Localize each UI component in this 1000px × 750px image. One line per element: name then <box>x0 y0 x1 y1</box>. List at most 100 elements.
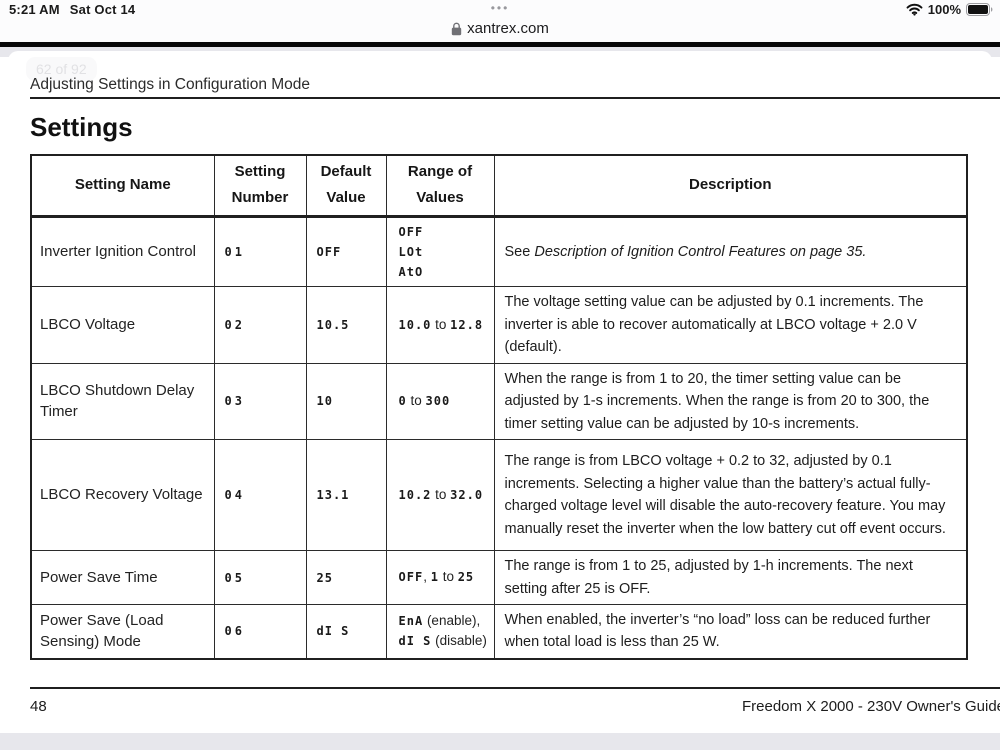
lock-icon <box>451 22 462 36</box>
lcd-value: 05 <box>224 570 245 585</box>
address-bar[interactable]: xantrex.com <box>0 20 1000 37</box>
page-indicator-pill: 62 of 92 <box>26 57 97 81</box>
text-segment: Description of Ignition Control Features… <box>534 243 863 260</box>
range-line: LOt <box>399 242 490 262</box>
lcd-value: 25 <box>457 570 475 585</box>
default-value-cell: OFF <box>305 215 387 288</box>
text-segment: The voltage setting value can be adjuste… <box>504 294 924 356</box>
text-segment: to <box>431 316 451 332</box>
default-value-cell: 13.1 <box>305 439 387 552</box>
column-header-0: Setting Name <box>30 154 215 218</box>
lcd-value: OFF <box>398 570 424 585</box>
heading-rule <box>30 97 1000 99</box>
pdf-page-top-edge <box>8 51 992 65</box>
lcd-value: 12.8 <box>450 317 484 332</box>
status-time-date: 5:21 AM Sat Oct 14 <box>9 2 145 17</box>
lcd-value: 25 <box>316 570 333 585</box>
battery-percent: 100% <box>927 2 961 17</box>
page-gap-bottom <box>0 733 1000 750</box>
default-value-cell: dI S <box>305 603 387 660</box>
footer-page-number: 48 <box>30 698 47 715</box>
range-of-values-cell: OFF, 1 to 25 <box>385 550 495 605</box>
setting-number-cell: 05 <box>213 550 307 605</box>
lcd-value: dI S <box>316 624 350 639</box>
range-of-values-cell: 10.0 to 12.8 <box>385 286 495 364</box>
range-of-values-cell: EnA (enable), dI S (disable) <box>385 603 495 660</box>
range-line: 0 to 300 <box>399 391 490 411</box>
range-line: OFF, 1 to 25 <box>399 567 490 587</box>
setting-name-cell: LBCO Recovery Voltage <box>30 439 215 552</box>
lcd-value: 01 <box>224 244 245 259</box>
default-value-cell: 10 <box>305 362 387 441</box>
battery-icon <box>966 3 993 16</box>
lcd-value: 03 <box>224 394 245 409</box>
table-row: LBCO Voltage 02 10.5 10.0 to 12.8 The voltag… <box>30 286 968 364</box>
footer-rule <box>30 687 1000 689</box>
lcd-value: 1 <box>430 570 439 585</box>
lcd-value: 10.0 <box>398 317 432 332</box>
range-line: OFF <box>399 222 490 242</box>
lcd-value: 32.0 <box>450 487 484 502</box>
default-value-cell: 10.5 <box>305 286 387 364</box>
description-cell: The range is from 1 to 25, adjusted by 1… <box>493 550 968 605</box>
text-segment: (disable) <box>431 633 487 649</box>
table-row: LBCO Shutdown Delay Timer 03 10 0 to 300 Whe… <box>30 362 968 441</box>
description-cell: The range is from LBCO voltage + 0.2 to … <box>493 439 968 552</box>
setting-number-cell: 02 <box>213 286 307 364</box>
lcd-value: 0 <box>398 394 407 409</box>
description-cell: The voltage setting value can be adjuste… <box>493 286 968 364</box>
column-header-2: Default Value <box>305 154 387 218</box>
settings-table-body: Inverter Ignition Control 01 OFF OFF LOt AtO S… <box>30 215 968 660</box>
table-row: Inverter Ignition Control 01 OFF OFF LOt AtO S… <box>30 215 968 288</box>
range-of-values-cell: OFF LOt AtO <box>385 215 495 288</box>
range-line: 10.2 to 32.0 <box>399 485 490 505</box>
status-date: Sat Oct 14 <box>69 2 136 17</box>
setting-name-cell: Power Save (Load Sensing) Mode <box>30 603 215 660</box>
range-line: 10.0 to 12.8 <box>399 315 490 335</box>
table-row: Power Save (Load Sensing) Mode 06 dI S EnA … <box>30 603 968 660</box>
lcd-value: 06 <box>224 624 245 639</box>
description-cell: When the range is from 1 to 20, the time… <box>493 362 968 441</box>
text-segment: to <box>431 486 451 502</box>
text-segment: When enabled, the inverter’s “no load” l… <box>504 612 931 651</box>
lcd-value: OFF <box>398 224 424 239</box>
range-line: dI S (disable) <box>399 631 490 651</box>
setting-number-cell: 01 <box>213 215 307 288</box>
lcd-value: 10.5 <box>316 317 350 332</box>
range-of-values-cell: 10.2 to 32.0 <box>385 439 495 552</box>
lcd-value: AtO <box>398 265 424 279</box>
status-time: 5:21 AM <box>9 2 60 17</box>
table-row: Power Save Time 05 25 OFF, 1 to 25 The range… <box>30 550 968 605</box>
lcd-value: 13.1 <box>316 488 350 503</box>
settings-table: Setting Name Setting Number Default Value R… <box>30 154 968 660</box>
lcd-value: EnA <box>398 614 424 629</box>
page-title: Settings <box>30 112 133 142</box>
lcd-value: 10 <box>316 394 333 409</box>
setting-name-cell: Inverter Ignition Control <box>30 215 215 288</box>
range-line: AtO <box>399 262 490 282</box>
lcd-value: 02 <box>224 317 245 332</box>
range-line: EnA (enable), <box>399 611 490 631</box>
setting-number-cell: 03 <box>213 362 307 441</box>
lcd-value: LOt <box>398 244 424 259</box>
column-header-4: Description <box>493 154 968 218</box>
table-row: LBCO Recovery Voltage 04 13.1 10.2 to 32.0 T… <box>30 439 968 552</box>
text-segment: to <box>438 569 458 585</box>
setting-number-cell: 04 <box>213 439 307 552</box>
setting-name-cell: LBCO Voltage <box>30 286 215 364</box>
text-segment: See <box>504 243 535 260</box>
range-of-values-cell: 0 to 300 <box>385 362 495 441</box>
text-segment: The range is from 1 to 25, adjusted by 1… <box>504 558 913 597</box>
lcd-value: 04 <box>224 488 245 503</box>
column-header-1: Setting Number <box>213 154 307 218</box>
text-segment: to <box>406 393 426 409</box>
wifi-icon <box>906 3 923 16</box>
pdf-page-bottom-edge <box>8 721 992 733</box>
footer-doc-title: Freedom X 2000 - 230V Owner's Guide <box>742 698 1000 715</box>
section-heading: Adjusting Settings in Configuration Mode <box>30 76 311 93</box>
toolbar-divider <box>0 42 1000 47</box>
ellipsis-icon[interactable]: ••• <box>490 1 510 15</box>
default-value-cell: 25 <box>305 550 387 605</box>
address-url: xantrex.com <box>467 20 549 37</box>
